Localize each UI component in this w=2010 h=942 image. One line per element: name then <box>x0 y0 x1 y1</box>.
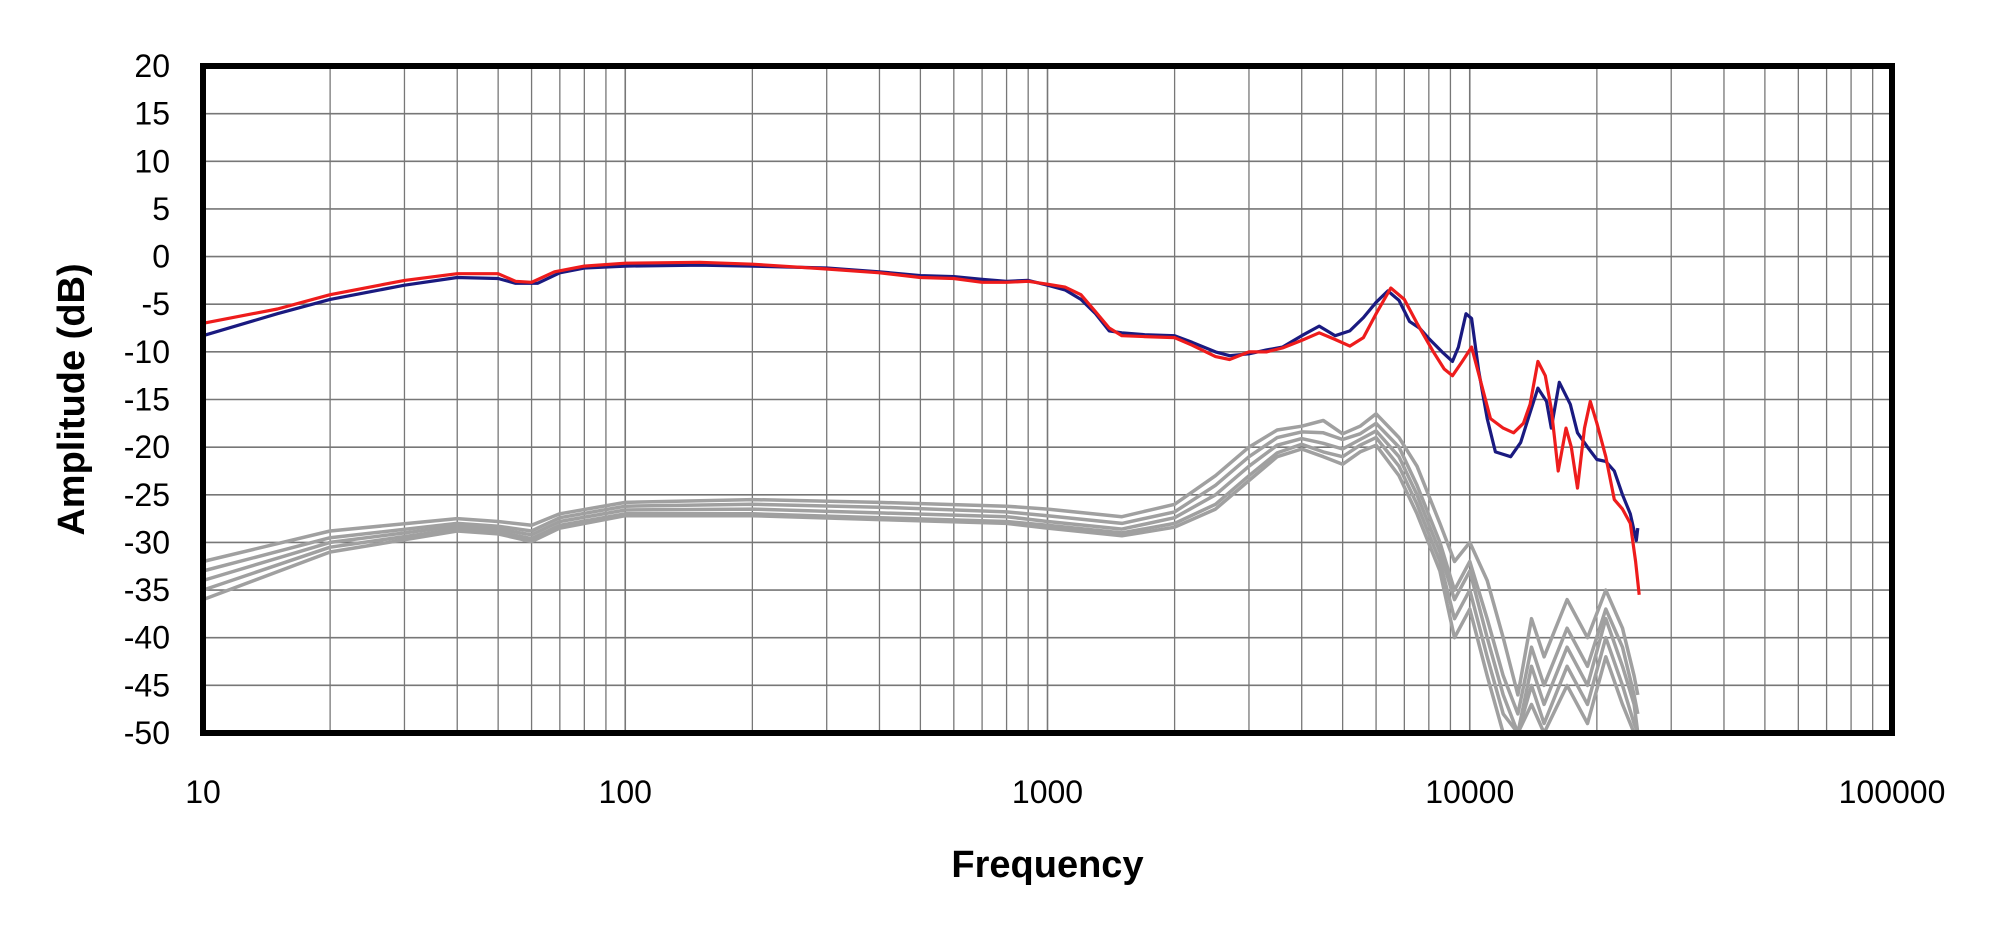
x-tick-label: 1000 <box>1012 774 1083 810</box>
x-tick-label: 100000 <box>1839 774 1946 810</box>
x-tick-labels: 10 100 1000 10000 100000 <box>185 774 1945 810</box>
y-tick-label: -35 <box>124 572 170 608</box>
series-line-1 <box>202 263 1640 543</box>
y-tick-label: -10 <box>124 334 170 370</box>
y-tick-label: -20 <box>124 429 170 465</box>
y-tick-label: 15 <box>134 96 170 132</box>
y-tick-label: 0 <box>152 239 170 275</box>
plot-frame <box>200 63 1895 736</box>
x-tick-label: 10000 <box>1425 774 1514 810</box>
grid-lines <box>203 66 1892 733</box>
y-tick-label: 5 <box>152 191 170 227</box>
series-line-6 <box>202 435 1640 735</box>
y-tick-label: -15 <box>124 382 170 418</box>
series-line-3 <box>202 412 1640 697</box>
y-tick-label: -5 <box>142 286 170 322</box>
y-tick-labels: 20 15 10 5 0 -5 -10 -15 -20 -25 -30 -35 -40 -45 -50 <box>124 48 170 751</box>
x-tick-label: 10 <box>185 774 221 810</box>
y-tick-label: 10 <box>134 143 170 179</box>
y-tick-label: -50 <box>124 715 170 751</box>
series-line-2 <box>202 260 1641 595</box>
y-tick-label: -25 <box>124 477 170 513</box>
x-axis-label: Frequency <box>951 844 1143 886</box>
y-axis-label: Amplitude (dB) <box>51 263 93 535</box>
y-tick-label: -40 <box>124 620 170 656</box>
y-tick-label: 20 <box>134 48 170 84</box>
x-tick-label: 100 <box>599 774 652 810</box>
y-tick-label: -45 <box>124 667 170 703</box>
y-tick-label: -30 <box>124 524 170 560</box>
series-line-5 <box>202 429 1640 735</box>
series-group <box>202 260 1641 735</box>
series-line-4 <box>202 421 1640 716</box>
